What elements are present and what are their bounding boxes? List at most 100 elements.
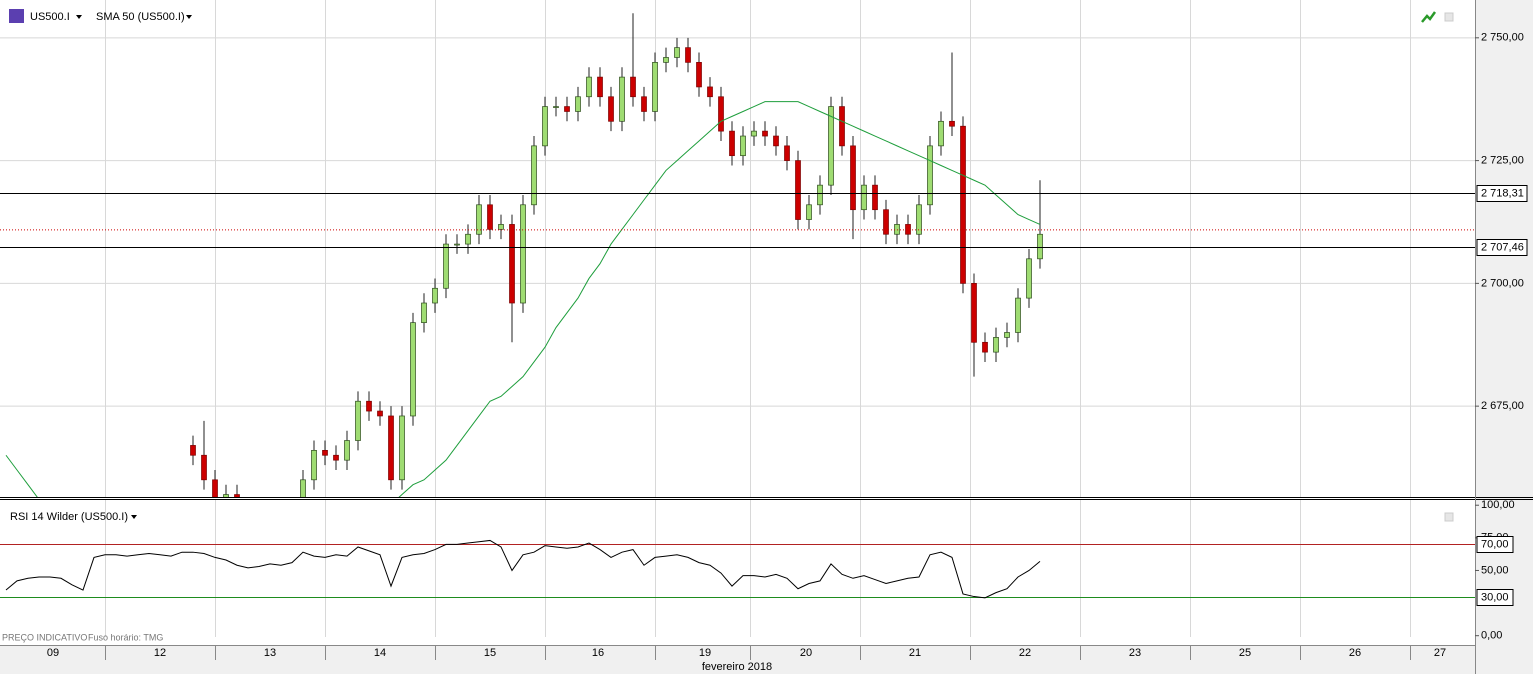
candle-body xyxy=(927,145,933,206)
dropdown-arrow[interactable] xyxy=(76,15,82,19)
candle-body xyxy=(564,106,570,112)
candle-body xyxy=(344,440,350,461)
level-label: 30,00 xyxy=(1481,591,1509,603)
footer-source: PREÇO INDICATIVO xyxy=(2,632,87,642)
candle-body xyxy=(652,62,658,112)
candle-body xyxy=(784,145,790,161)
candle-body xyxy=(257,539,262,554)
day-label: 16 xyxy=(592,647,604,659)
candle-body xyxy=(388,415,394,481)
y-tick-label: 2 675,00 xyxy=(1481,400,1524,412)
candle-body xyxy=(795,160,801,220)
sma-line xyxy=(5,101,1041,497)
symbol-icon[interactable] xyxy=(9,9,24,23)
candle-body xyxy=(246,529,251,539)
candle-body xyxy=(806,204,812,220)
candle-body xyxy=(201,454,207,481)
candle-body xyxy=(740,135,746,157)
sma-legend[interactable]: SMA 50 (US500.I) xyxy=(96,11,185,23)
day-label: 25 xyxy=(1239,647,1251,659)
candle-body xyxy=(509,224,515,304)
candle-body xyxy=(476,204,482,235)
axis-panel xyxy=(1475,0,1533,674)
candle-body xyxy=(322,449,328,456)
candle-body xyxy=(751,130,757,137)
candle-body xyxy=(498,224,504,230)
candle-body xyxy=(839,106,845,147)
y-tick-label: 0,00 xyxy=(1481,630,1502,642)
candle-body xyxy=(850,145,856,211)
day-label: 22 xyxy=(1019,647,1031,659)
day-label: 27 xyxy=(1434,647,1446,659)
candle-body xyxy=(861,184,867,211)
candle-body xyxy=(268,549,273,554)
candle-body xyxy=(465,233,471,245)
candle-body xyxy=(872,184,878,211)
candle-body xyxy=(883,209,889,235)
candle-body xyxy=(443,243,449,289)
candle-body xyxy=(454,243,460,246)
candle-body xyxy=(1015,297,1021,333)
level-box xyxy=(1476,185,1528,202)
level-label: 70,00 xyxy=(1481,538,1509,550)
day-label: 20 xyxy=(800,647,812,659)
symbol-title[interactable]: US500.I xyxy=(30,11,70,23)
day-label: 21 xyxy=(909,647,921,659)
candle-body xyxy=(619,76,625,122)
candle-body xyxy=(432,287,438,304)
level-box xyxy=(1476,239,1528,256)
candle-body xyxy=(355,400,361,441)
candle-body xyxy=(597,76,603,98)
day-label: 14 xyxy=(374,647,386,659)
candle-body xyxy=(300,479,306,497)
candle-body xyxy=(311,449,317,481)
candle-body xyxy=(828,106,834,186)
month-label: fevereiro 2018 xyxy=(702,661,772,673)
candle-body xyxy=(279,539,284,549)
candle-body xyxy=(773,135,779,147)
candle-body xyxy=(608,96,614,122)
candle-body xyxy=(1026,258,1032,299)
candle-body xyxy=(586,76,592,98)
candle-body xyxy=(531,145,537,206)
y-tick-label: 100,00 xyxy=(1481,499,1515,511)
day-label: 12 xyxy=(154,647,166,659)
candle-body xyxy=(333,454,339,461)
candle-body xyxy=(949,120,955,127)
y-tick-label: 2 700,00 xyxy=(1481,277,1524,289)
candle-body xyxy=(366,400,372,412)
dropdown-arrow[interactable] xyxy=(186,15,192,19)
candle-body xyxy=(223,494,229,497)
candle-body xyxy=(982,341,988,353)
candle-body xyxy=(641,96,647,112)
day-label: 23 xyxy=(1129,647,1141,659)
footer-timezone: Fuso horário: TMG xyxy=(88,632,163,642)
level-box xyxy=(1476,536,1514,553)
day-label: 19 xyxy=(699,647,711,659)
rsi-title[interactable]: RSI 14 Wilder (US500.I) xyxy=(10,511,128,523)
level-label: 2 718,31 xyxy=(1481,187,1524,199)
candle-body xyxy=(938,120,944,147)
candle-body xyxy=(520,204,526,304)
day-label: 13 xyxy=(264,647,276,659)
candle-body xyxy=(630,76,636,98)
candle-body xyxy=(817,184,823,206)
candle-body xyxy=(410,322,416,417)
candle-body xyxy=(960,125,966,284)
candle-body xyxy=(212,479,218,497)
candle-body xyxy=(542,106,548,147)
dropdown-arrow[interactable] xyxy=(131,515,137,519)
candle-body xyxy=(234,494,240,497)
window-button[interactable] xyxy=(1444,512,1454,522)
candle-body xyxy=(729,130,735,157)
window-button[interactable] xyxy=(1444,12,1454,22)
candle-body xyxy=(399,415,405,481)
candle-body xyxy=(696,62,702,88)
y-tick-label: 2 750,00 xyxy=(1481,32,1524,44)
candle-body xyxy=(993,337,999,353)
y-tick-label: 50,00 xyxy=(1481,564,1509,576)
candle-body xyxy=(1004,332,1010,338)
candle-body xyxy=(487,204,493,230)
trend-icon[interactable] xyxy=(1421,11,1437,23)
